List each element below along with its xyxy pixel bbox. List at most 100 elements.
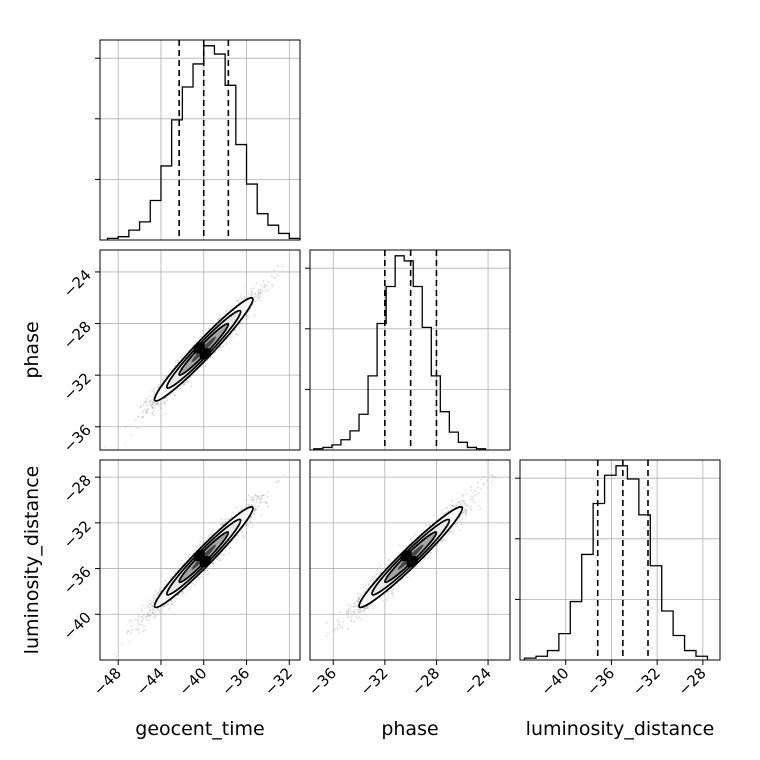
scatter-point: [185, 381, 188, 383]
scatter-point: [187, 554, 190, 557]
scatter-point: [255, 295, 257, 297]
scatter-point: [243, 297, 246, 300]
scatter-point: [258, 296, 260, 298]
scatter-point: [193, 584, 196, 587]
scatter-point: [156, 607, 159, 610]
scatter-point: [257, 297, 259, 299]
scatter-point: [217, 559, 220, 561]
scatter-point: [211, 533, 213, 536]
scatter-point: [163, 583, 166, 586]
histogram-steps: [313, 255, 487, 450]
scatter-point: [151, 412, 154, 415]
scatter-point: [265, 502, 268, 505]
scatter-point: [212, 531, 214, 533]
scatter-point: [276, 274, 279, 277]
scatter-point: [212, 562, 215, 564]
scatter-point: [170, 576, 172, 579]
scatter-point: [149, 402, 152, 405]
histogram-bar: [650, 566, 661, 660]
scatter-point: [253, 508, 256, 510]
scatter-point: [256, 507, 259, 509]
scatter-point: [143, 625, 145, 627]
histogram-bar: [150, 201, 161, 240]
scatter-point: [167, 603, 170, 606]
scatter-point: [164, 605, 167, 607]
panel-frame: [519, 459, 721, 661]
scatter-point: [152, 396, 155, 399]
scatter-point: [152, 605, 155, 608]
scatter-point: [148, 603, 151, 605]
scatter-point: [219, 553, 222, 556]
scatter-point: [253, 493, 256, 496]
density-peak-bin: [199, 351, 208, 360]
scatter-point: [141, 610, 144, 613]
scatter-point: [228, 545, 231, 548]
scatter-point: [157, 592, 160, 595]
scatter-point: [154, 611, 157, 614]
scatter-point: [152, 612, 155, 615]
scatter-point: [250, 295, 253, 298]
scatter-point: [176, 361, 179, 364]
scatter-point: [241, 530, 243, 533]
scatter-point: [199, 335, 202, 338]
scatter-point: [170, 602, 173, 604]
scatter-point: [257, 289, 259, 291]
scatter-point: [220, 523, 222, 526]
scatter-point: [152, 389, 155, 392]
scatter-point: [151, 605, 154, 608]
scatter-point: [253, 287, 255, 290]
scatter-point: [158, 589, 161, 592]
scatter-point: [231, 336, 233, 338]
scatter-point: [264, 284, 267, 287]
scatter-point: [177, 359, 180, 362]
scatter-point: [146, 411, 149, 414]
scatter-point: [145, 411, 148, 414]
scatter-point: [145, 411, 148, 414]
scatter-point: [254, 509, 257, 512]
scatter-point: [145, 616, 148, 618]
histogram-bar: [386, 286, 395, 450]
scatter-point: [151, 604, 154, 607]
scatter-point: [271, 285, 274, 288]
scatter-point: [220, 523, 223, 526]
scatter-point: [146, 615, 148, 618]
scatter-point: [267, 490, 270, 493]
scatter-point: [163, 605, 166, 608]
histogram-bar: [440, 412, 449, 450]
scatter-point: [192, 374, 195, 376]
scatter-point: [208, 535, 211, 537]
scatter-point: [152, 597, 155, 599]
scatter-point: [243, 296, 246, 298]
scatter-point: [263, 284, 266, 287]
scatter-point: [138, 618, 140, 621]
scatter-point: [228, 552, 230, 555]
scatter-point: [137, 615, 140, 617]
histogram-bar: [257, 214, 268, 240]
scatter-point: [255, 282, 258, 284]
scatter-point: [174, 361, 177, 364]
scatter-point: [259, 288, 262, 291]
panel-geocent_time-vs-luminosity_distance: [99, 459, 301, 661]
scatter-point: [259, 502, 262, 504]
scatter-point: [140, 608, 143, 610]
scatter-point: [140, 406, 143, 408]
scatter-point: [149, 602, 152, 605]
scatter-point: [152, 414, 155, 417]
scatter-point: [152, 594, 155, 597]
histogram-bar: [395, 256, 404, 450]
histogram-bar: [341, 440, 350, 450]
scatter-point: [281, 265, 284, 268]
scatter-point: [142, 415, 145, 418]
scatter-point: [137, 622, 140, 625]
scatter-point: [154, 402, 157, 405]
histogram-bar: [268, 225, 279, 240]
scatter-point: [142, 410, 145, 413]
scatter-point: [165, 375, 168, 378]
scatter-point: [263, 500, 265, 503]
histogram-bar: [413, 286, 422, 450]
scatter-point: [252, 303, 255, 305]
scatter-point: [259, 299, 261, 301]
scatter-point: [222, 521, 224, 524]
scatter-point: [258, 498, 261, 501]
scatter-point: [258, 292, 260, 295]
